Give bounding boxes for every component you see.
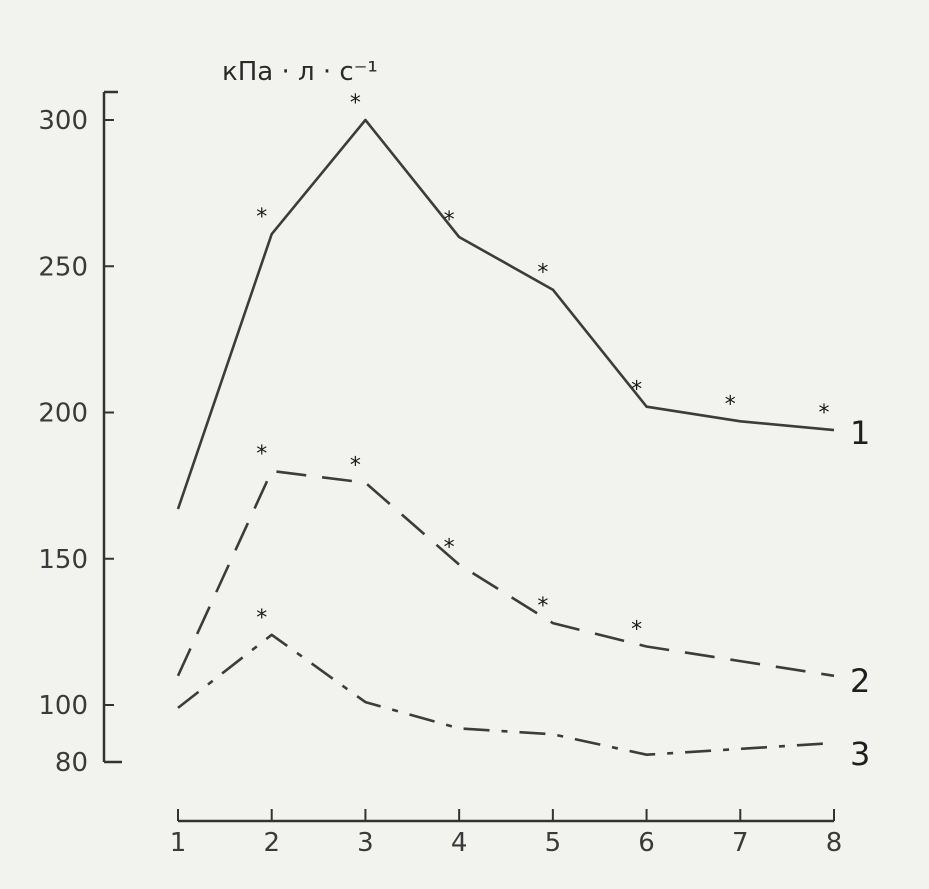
x-tick-label: 2 — [263, 828, 280, 858]
y-axis: 80 100 150 200 250 300 — [38, 90, 122, 778]
series-line-3 — [177, 633, 835, 757]
series-layer — [176, 118, 835, 757]
y-tick-label: 300 — [38, 106, 88, 136]
x-tick-label: 8 — [826, 828, 843, 858]
x-tick-label: 5 — [545, 828, 562, 858]
significance-marker: * — [537, 261, 548, 286]
significance-marker: * — [631, 618, 642, 643]
significance-marker: * — [444, 208, 455, 233]
series-label-2: 2 — [850, 662, 870, 700]
series-line-1 — [176, 118, 835, 510]
series-labels: 1 2 3 — [850, 414, 870, 773]
significance-marker: * — [350, 454, 361, 479]
significance-marker: * — [256, 205, 267, 230]
y-tick-label: 150 — [38, 545, 88, 575]
y-tick-label: 200 — [38, 399, 88, 429]
series-label-1: 1 — [850, 414, 870, 452]
y-tick-label: 250 — [38, 252, 88, 282]
significance-marker: * — [350, 91, 361, 116]
significance-marker: * — [444, 536, 455, 561]
x-tick-label: 7 — [732, 828, 749, 858]
series-line-2 — [176, 469, 835, 678]
significance-marker: * — [537, 594, 548, 619]
x-tick-label: 6 — [638, 828, 655, 858]
x-tick-label: 3 — [357, 828, 374, 858]
series-label-3: 3 — [850, 735, 870, 773]
y-tick-label: 80 — [55, 748, 88, 778]
significance-marker: * — [256, 606, 267, 631]
x-tick-label: 1 — [170, 828, 187, 858]
x-axis: 1 2 3 4 5 6 7 8 — [170, 809, 843, 858]
y-tick-label: 100 — [38, 691, 88, 721]
significance-markers: * * * * * * * * * * * * * — [256, 91, 829, 643]
x-tick-label: 4 — [451, 828, 468, 858]
significance-marker: * — [725, 392, 736, 417]
significance-marker: * — [819, 401, 830, 426]
significance-marker: * — [256, 442, 267, 467]
y-axis-label: кПа · л · с⁻¹ — [222, 57, 378, 87]
significance-marker: * — [631, 378, 642, 403]
